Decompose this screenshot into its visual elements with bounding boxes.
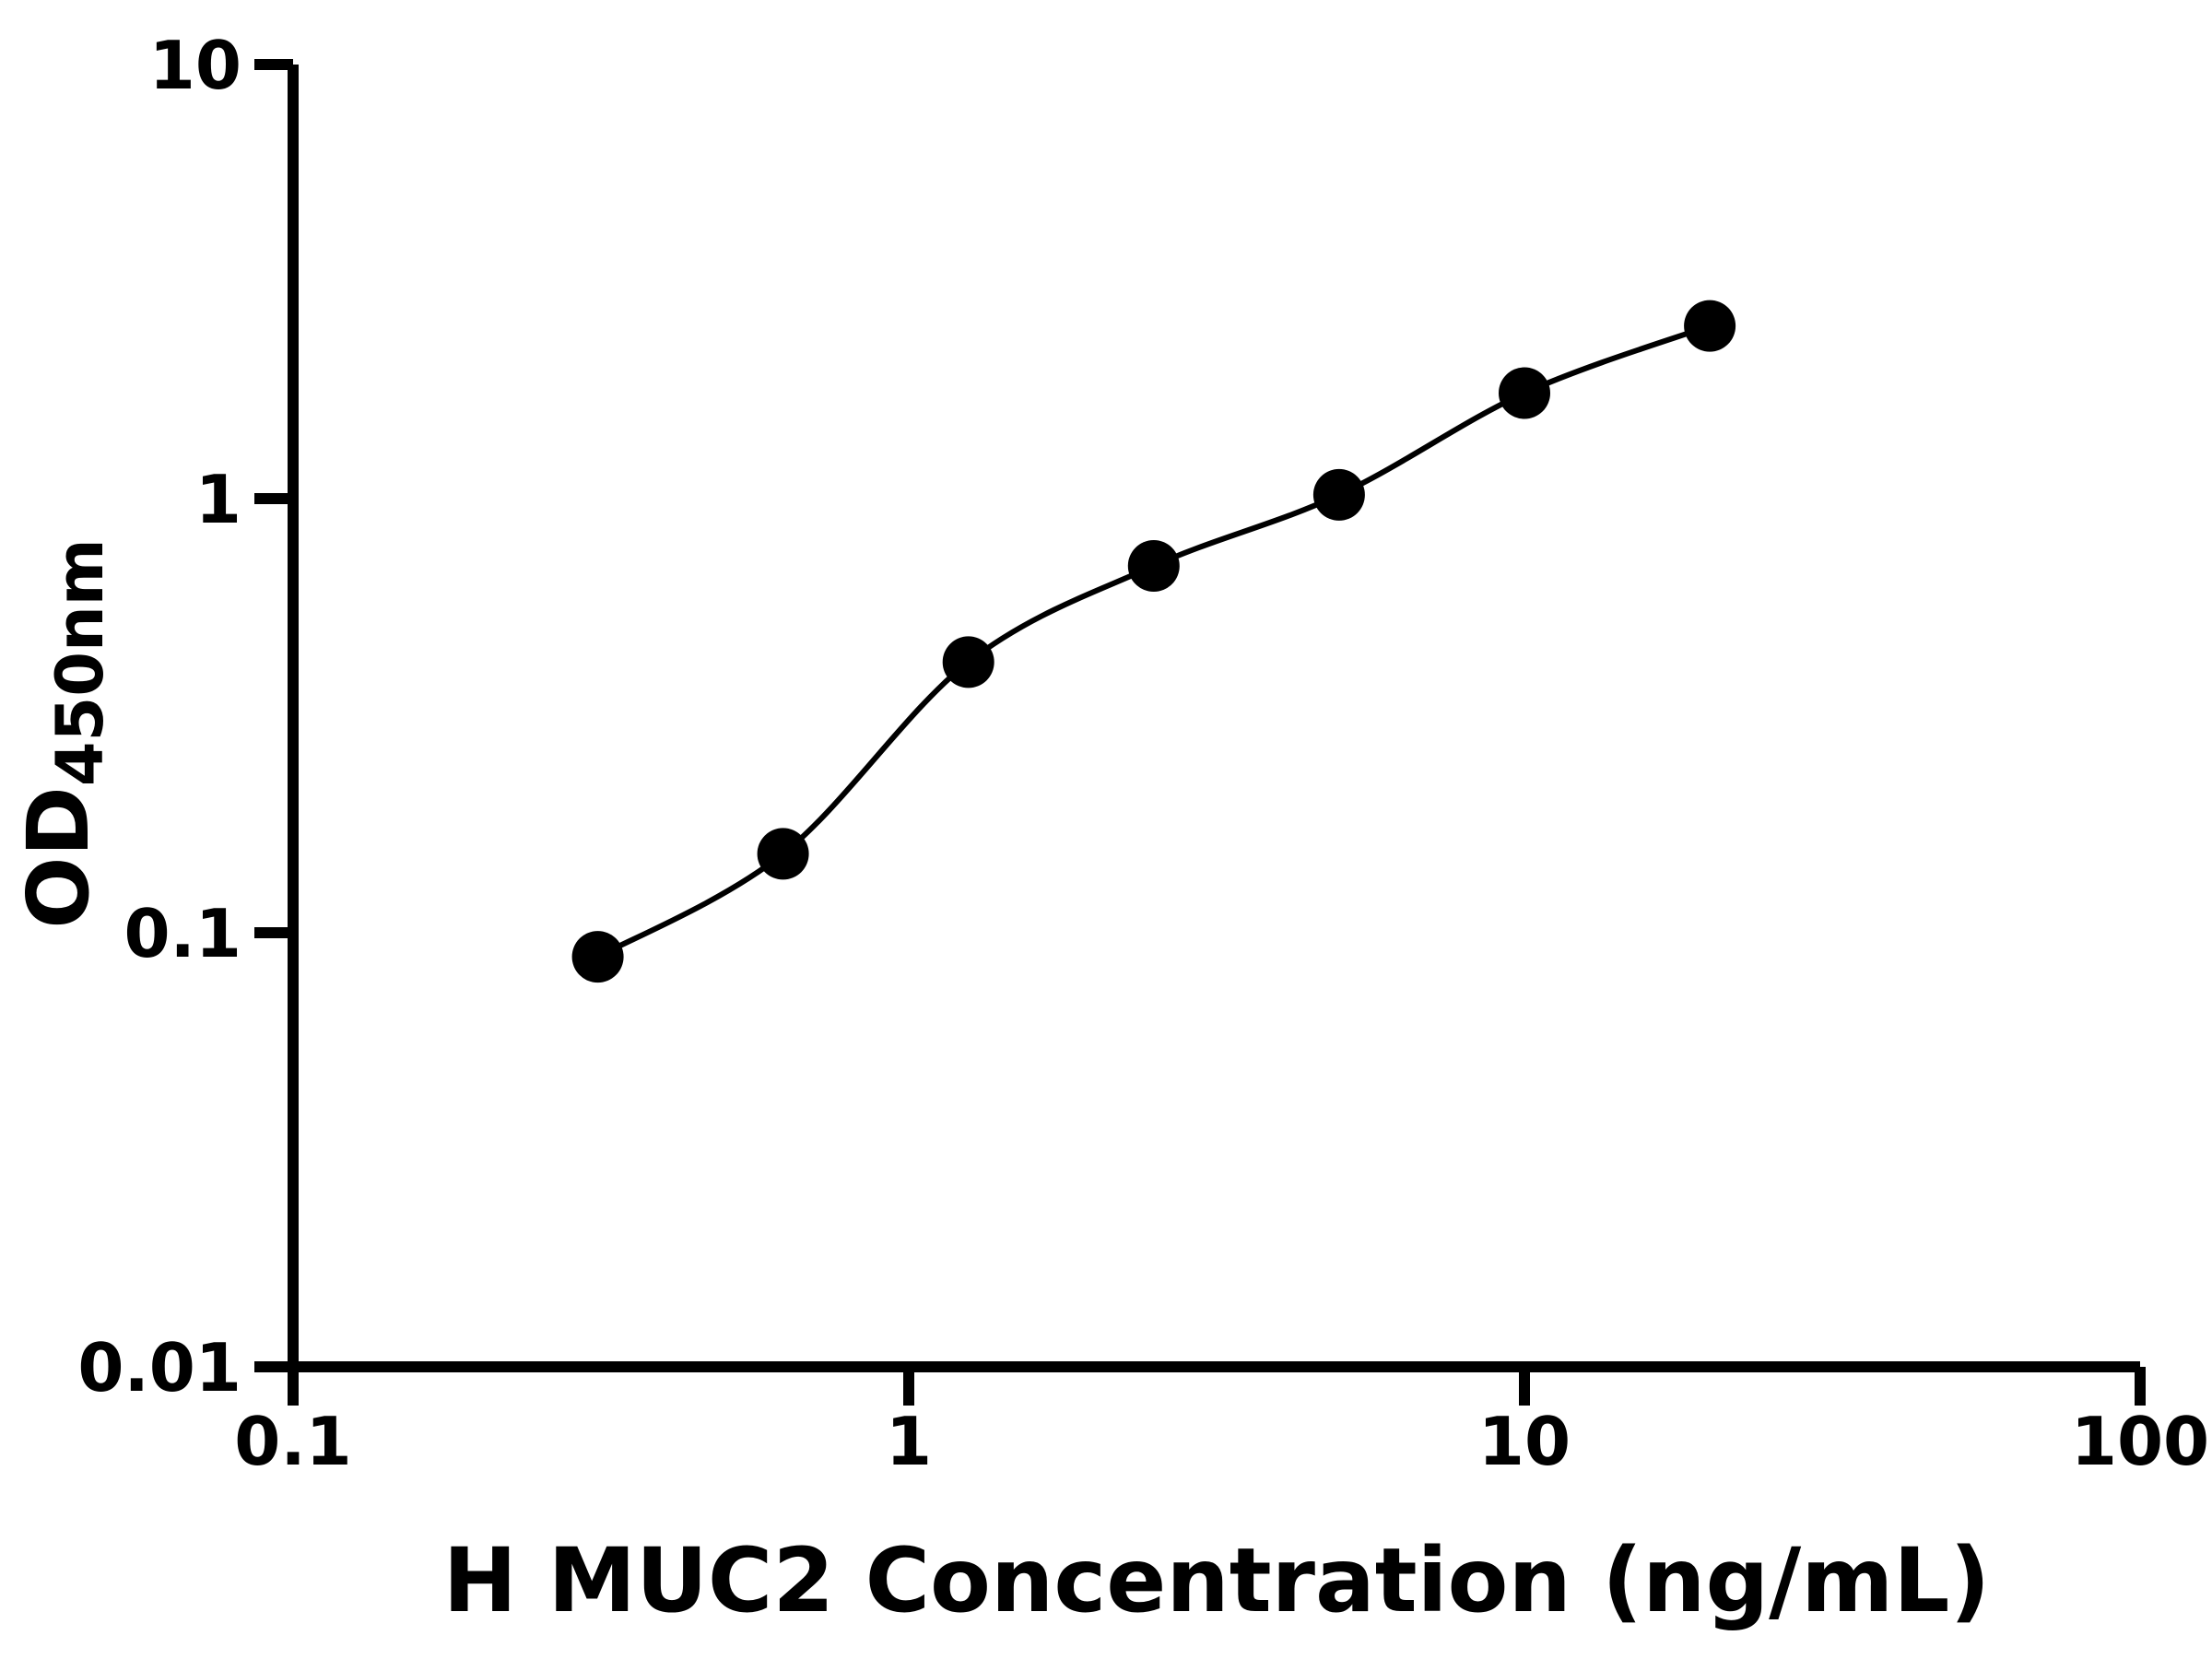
data-point	[1312, 468, 1365, 521]
y-tick-label: 10	[149, 27, 241, 104]
y-tick-label: 0.1	[124, 895, 241, 972]
x-tick-label: 10	[1478, 1403, 1571, 1480]
data-point	[757, 828, 809, 880]
y-axis-title-sub: 450nm	[42, 538, 118, 786]
x-axis-title: H MUC2 Concentration (ng/mL)	[443, 1529, 1991, 1632]
data-point	[942, 636, 994, 688]
x-tick-label: 0.1	[234, 1403, 352, 1480]
x-tick-label: 1	[886, 1403, 932, 1480]
data-point	[1499, 367, 1550, 419]
y-tick-label: 0.01	[77, 1329, 241, 1406]
x-tick-label: 100	[2071, 1403, 2209, 1480]
y-tick-label: 1	[195, 461, 241, 538]
data-point	[1127, 540, 1180, 592]
y-axis-title: OD450nm	[9, 538, 118, 928]
data-point	[571, 931, 624, 983]
data-point	[1684, 300, 1736, 352]
y-axis-title-base: OD	[9, 786, 108, 929]
